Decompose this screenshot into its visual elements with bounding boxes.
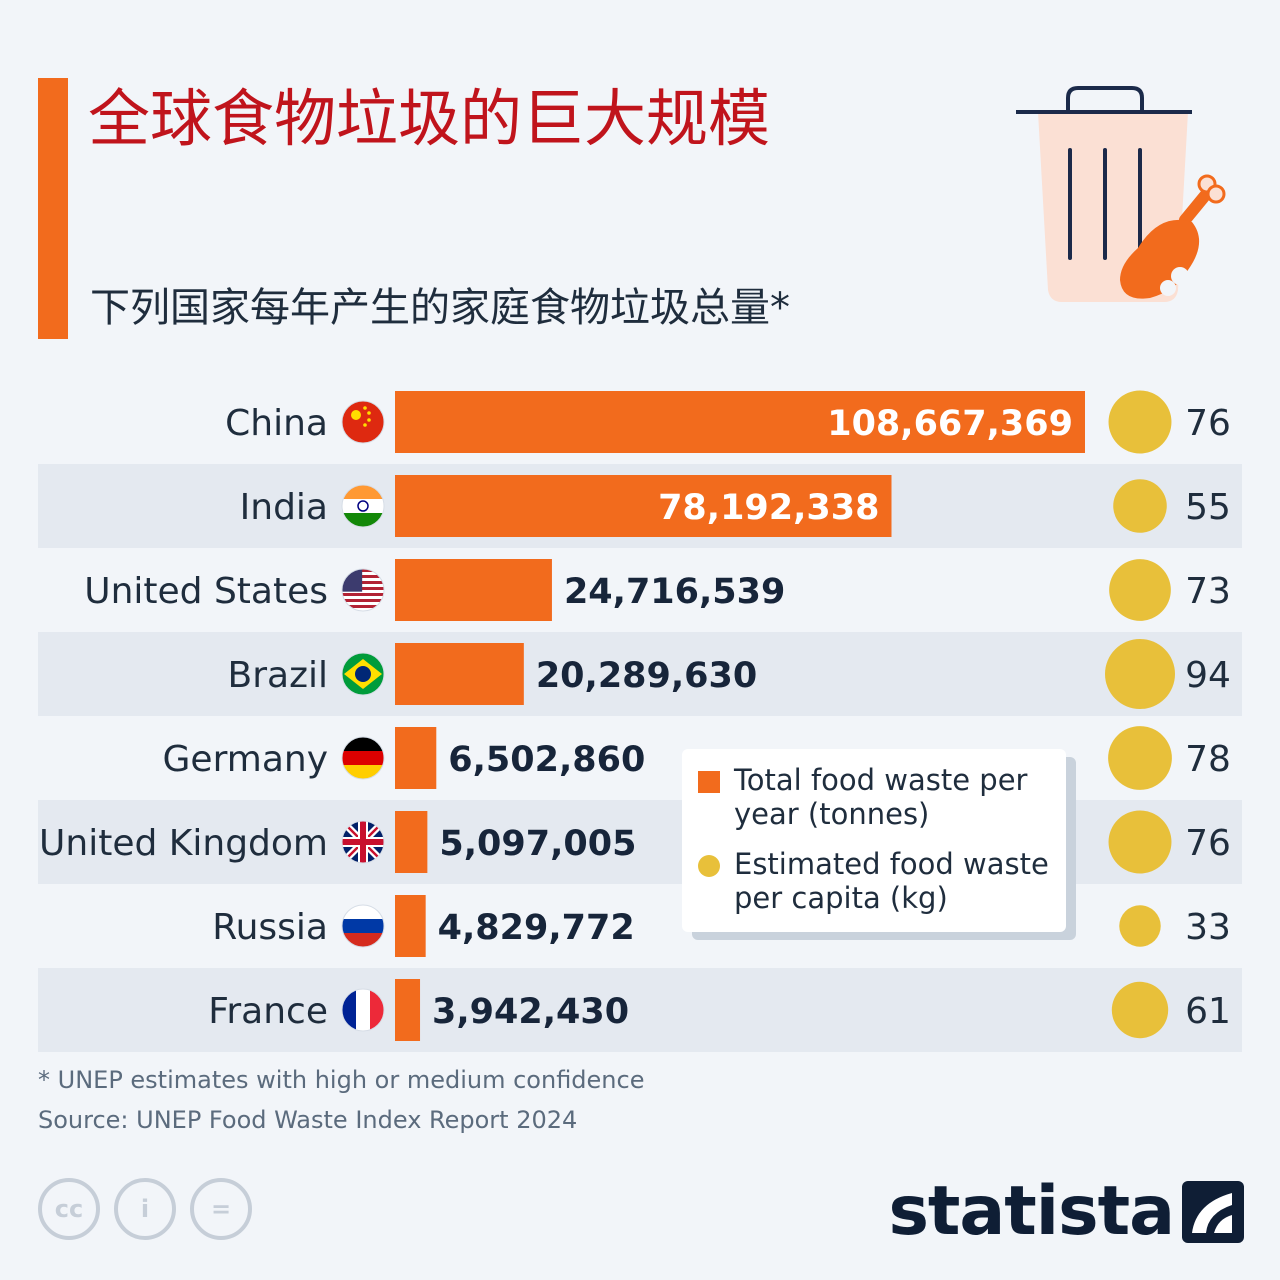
russia-flag-icon <box>341 904 385 948</box>
uk-flag-icon <box>341 820 385 864</box>
bar-value-label: 24,716,539 <box>564 572 785 612</box>
france-flag-icon <box>341 988 385 1032</box>
bar-value-label: 78,192,338 <box>658 488 879 528</box>
per-capita-value-label: 55 <box>1185 487 1231 528</box>
per-capita-bubble <box>1113 479 1167 533</box>
category-label: France <box>208 991 328 1032</box>
category-label: Germany <box>163 739 328 780</box>
category-label: India <box>240 487 328 528</box>
per-capita-bubble <box>1111 981 1169 1039</box>
chart-row-united-kingdom: United Kingdom 5,097,005 76 <box>39 810 1231 874</box>
per-capita-value-label: 78 <box>1185 739 1231 780</box>
chart-source: Source: UNEP Food Waste Index Report 202… <box>38 1106 578 1134</box>
bar-germany <box>395 727 437 789</box>
bar-united-kingdom <box>395 811 428 873</box>
bar-russia <box>395 895 426 957</box>
bar-value-label: 108,667,369 <box>827 404 1073 444</box>
bar-value-label: 20,289,630 <box>536 656 757 696</box>
legend-swatch-total <box>698 771 720 793</box>
trash-bin-illustration-icon <box>1016 86 1226 302</box>
bar-china <box>395 391 1085 453</box>
no-derivatives-icon[interactable]: = <box>190 1178 252 1240</box>
chart-legend: Total food waste per year (tonnes) Estim… <box>682 749 1066 932</box>
per-capita-bubble <box>1105 639 1175 709</box>
chart-row-brazil: Brazil 20,289,630 94 <box>228 639 1231 709</box>
attribution-icon[interactable]: i <box>114 1178 176 1240</box>
row-stripe <box>38 632 1242 716</box>
per-capita-bubble <box>1108 390 1172 454</box>
bar-india <box>395 475 892 537</box>
chart-row-united-states: United States 24,716,539 73 <box>84 559 1231 621</box>
bar-value-label: 5,097,005 <box>439 824 636 864</box>
category-label: Russia <box>212 907 328 948</box>
bar-brazil <box>395 643 524 705</box>
chart-footnote: * UNEP estimates with high or medium con… <box>38 1066 645 1094</box>
legend-item-per-capita: Estimated food waste per capita (kg) <box>698 847 1054 915</box>
brazil-flag-icon <box>341 652 385 696</box>
legend-item-total: Total food waste per year (tonnes) <box>698 763 1054 831</box>
legend-label-total: Total food waste per year (tonnes) <box>734 763 1028 831</box>
bar-france <box>395 979 421 1041</box>
bar-united-states <box>395 559 552 621</box>
cc-icon[interactable]: cc <box>38 1178 100 1240</box>
per-capita-bubble <box>1119 905 1161 947</box>
chart-row-france: France 3,942,430 61 <box>208 979 1231 1041</box>
chart-row-russia: Russia 4,829,772 33 <box>212 895 1231 957</box>
bar-value-label: 6,502,860 <box>448 740 645 780</box>
per-capita-value-label: 76 <box>1185 823 1231 864</box>
category-label: United Kingdom <box>39 823 328 864</box>
license-icons: cc i = <box>38 1178 252 1240</box>
chart-row-china: China 108,667,369 76 <box>225 390 1231 454</box>
per-capita-value-label: 73 <box>1185 571 1231 612</box>
row-stripe <box>38 968 1242 1052</box>
statista-mark-icon <box>1182 1181 1244 1243</box>
bar-value-label: 3,942,430 <box>432 992 629 1032</box>
per-capita-bubble <box>1109 559 1171 621</box>
category-label: China <box>225 403 328 444</box>
bar-value-label: 4,829,772 <box>438 908 635 948</box>
china-flag-icon <box>341 400 385 444</box>
legend-swatch-per-capita <box>698 855 720 877</box>
category-label: Brazil <box>228 655 328 696</box>
germany-flag-icon <box>341 736 385 780</box>
statista-logo[interactable]: statista <box>888 1172 1244 1252</box>
brand-wordmark: statista <box>888 1172 1175 1251</box>
legend-label-per-capita: Estimated food waste per capita (kg) <box>734 847 1049 915</box>
per-capita-bubble <box>1108 726 1172 790</box>
category-label: United States <box>84 571 328 612</box>
per-capita-value-label: 76 <box>1185 403 1231 444</box>
india-flag-icon <box>341 484 385 528</box>
us-flag-icon <box>341 568 385 612</box>
per-capita-value-label: 61 <box>1185 991 1231 1032</box>
page-title: 全球食物垃圾的巨大规模 <box>88 82 771 155</box>
page-subtitle: 下列国家每年产生的家庭食物垃圾总量* <box>90 285 790 331</box>
chart-row-india: India 78,192,338 55 <box>240 475 1231 537</box>
chart-row-germany: Germany 6,502,860 78 <box>163 726 1231 790</box>
per-capita-bubble <box>1108 810 1172 874</box>
title-accent-bar <box>38 78 68 339</box>
per-capita-value-label: 33 <box>1185 907 1231 948</box>
per-capita-value-label: 94 <box>1185 655 1231 696</box>
